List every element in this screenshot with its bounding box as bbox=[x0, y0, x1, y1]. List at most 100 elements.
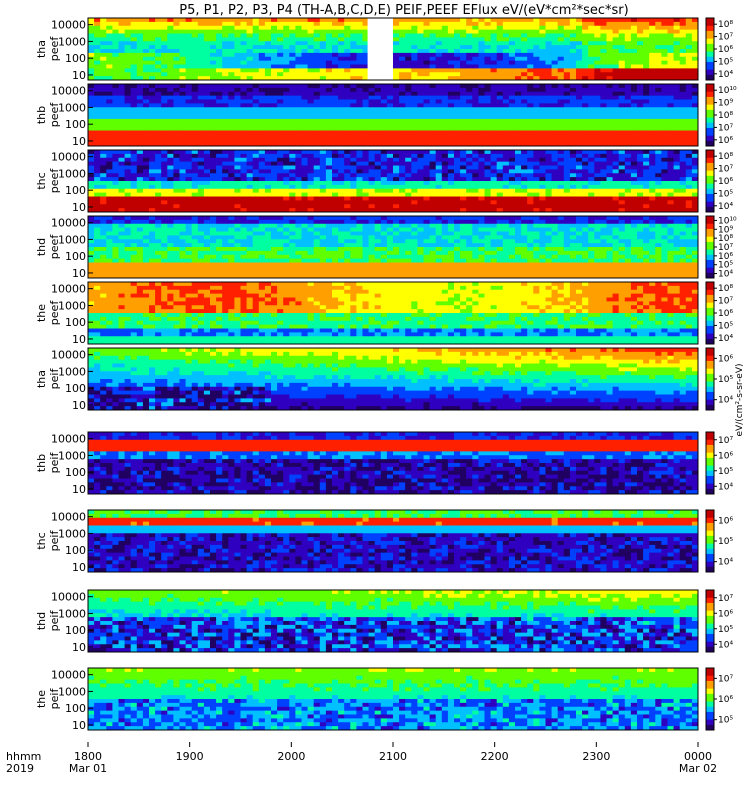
spectrogram-cell bbox=[447, 150, 455, 155]
spectrogram-cell bbox=[191, 68, 199, 73]
spectrogram-cell bbox=[295, 150, 302, 155]
spectrogram-cell bbox=[441, 204, 449, 209]
spectrogram-cell bbox=[533, 165, 540, 170]
spectrogram-cell bbox=[106, 142, 113, 147]
spectrogram-cell bbox=[423, 68, 430, 73]
spectrogram-cell bbox=[557, 64, 565, 69]
spectrogram-cell bbox=[356, 91, 363, 97]
spectrogram-cell bbox=[539, 68, 546, 73]
spectrogram-cell bbox=[624, 41, 632, 46]
spectrogram-cell bbox=[216, 72, 223, 77]
spectrogram-cell bbox=[484, 118, 491, 124]
spectrogram-cell bbox=[185, 138, 193, 143]
spectrogram-cell bbox=[472, 41, 479, 46]
spectrogram-cell bbox=[679, 122, 687, 128]
spectrogram-cell bbox=[210, 157, 217, 163]
colorbar-segment bbox=[706, 173, 714, 177]
spectrogram-cell bbox=[643, 200, 650, 205]
spectrogram-cell bbox=[472, 111, 479, 116]
spectrogram-cell bbox=[142, 130, 150, 135]
spectrogram-cell bbox=[295, 25, 302, 31]
spectrogram-cell bbox=[179, 173, 186, 178]
spectrogram-cell bbox=[203, 87, 211, 93]
spectrogram-cell bbox=[374, 122, 382, 128]
spectrogram-cell bbox=[569, 196, 577, 201]
panel-frame bbox=[87, 149, 699, 213]
spectrogram-cell bbox=[362, 25, 369, 31]
spectrogram-cell bbox=[228, 192, 235, 197]
spectrogram-cell bbox=[600, 196, 607, 201]
spectrogram-cell bbox=[112, 161, 119, 166]
spectrogram-cell bbox=[466, 208, 473, 213]
spectrogram-cell bbox=[594, 18, 601, 23]
spectrogram-cell bbox=[155, 52, 162, 58]
spectrogram-cell bbox=[271, 157, 278, 163]
spectrogram-cell bbox=[496, 68, 504, 73]
spectrogram-cell bbox=[191, 45, 199, 50]
spectrogram-cell bbox=[88, 169, 95, 174]
spectrogram-cell bbox=[600, 45, 607, 50]
spectrogram-cell bbox=[655, 99, 662, 104]
spectrogram-cell bbox=[685, 192, 693, 197]
colorbar-segment bbox=[706, 122, 714, 126]
spectrogram-cell bbox=[191, 200, 199, 205]
spectrogram-cell bbox=[203, 150, 211, 155]
spectrogram-cell bbox=[380, 153, 388, 159]
spectrogram-cell bbox=[472, 56, 479, 62]
spectrogram-cell bbox=[94, 142, 101, 147]
spectrogram-cell bbox=[246, 134, 254, 139]
spectrogram-cell bbox=[521, 130, 528, 135]
spectrogram-cell bbox=[466, 157, 473, 163]
spectrogram-cell bbox=[667, 208, 674, 213]
spectrogram-cell bbox=[637, 161, 644, 166]
spectrogram-cell bbox=[179, 49, 186, 54]
spectrogram-cell bbox=[240, 91, 247, 97]
spectrogram-cell bbox=[88, 21, 95, 27]
spectrogram-cell bbox=[356, 45, 363, 50]
spectrogram-cell bbox=[435, 161, 443, 166]
spectrogram-cell bbox=[222, 60, 229, 65]
spectrogram-cell bbox=[136, 21, 144, 27]
spectrogram-cell bbox=[332, 68, 339, 73]
spectrogram-cell bbox=[411, 157, 418, 163]
spectrogram-cell bbox=[124, 115, 132, 120]
spectrogram-cell bbox=[191, 52, 199, 58]
spectrogram-cell bbox=[466, 29, 473, 34]
spectrogram-cell bbox=[240, 153, 247, 159]
spectrogram-cell bbox=[478, 29, 485, 34]
spectrogram-cell bbox=[417, 196, 424, 201]
spectrogram-cell bbox=[179, 165, 186, 170]
spectrogram-cell bbox=[435, 153, 443, 159]
spectrogram-cell bbox=[478, 184, 485, 190]
spectrogram-cell bbox=[539, 21, 546, 27]
spectrogram-cell bbox=[405, 60, 412, 65]
spectrogram-cell bbox=[429, 107, 437, 112]
colorbar-segment bbox=[706, 69, 714, 73]
spectrogram-cell bbox=[277, 153, 284, 159]
spectrogram-cell bbox=[106, 165, 113, 170]
spectrogram-cell bbox=[338, 165, 345, 170]
spectrogram-cell bbox=[679, 204, 687, 209]
spectrogram-cell bbox=[588, 134, 595, 139]
spectrogram-cell bbox=[94, 25, 101, 31]
spectrogram-cell bbox=[252, 37, 260, 42]
spectrogram-cell bbox=[380, 161, 388, 166]
spectrogram-cell bbox=[557, 18, 565, 23]
spectrogram-cell bbox=[478, 208, 485, 213]
spectrogram-cell bbox=[393, 196, 400, 201]
spectrogram-cell bbox=[203, 196, 211, 201]
spectrogram-cell bbox=[289, 142, 296, 147]
spectrogram-cell bbox=[600, 134, 607, 139]
spectrogram-cell bbox=[539, 37, 546, 42]
spectrogram-cell bbox=[472, 126, 479, 131]
spectrogram-cell bbox=[374, 95, 382, 100]
spectrogram-cell bbox=[277, 115, 284, 120]
spectrogram-cell bbox=[539, 200, 546, 205]
spectrogram-cell bbox=[173, 157, 180, 163]
spectrogram-cell bbox=[655, 103, 662, 108]
spectrogram-cell bbox=[332, 64, 339, 69]
spectrogram-cell bbox=[673, 52, 681, 58]
spectrogram-cell bbox=[521, 84, 528, 89]
spectrogram-cell bbox=[576, 173, 583, 178]
